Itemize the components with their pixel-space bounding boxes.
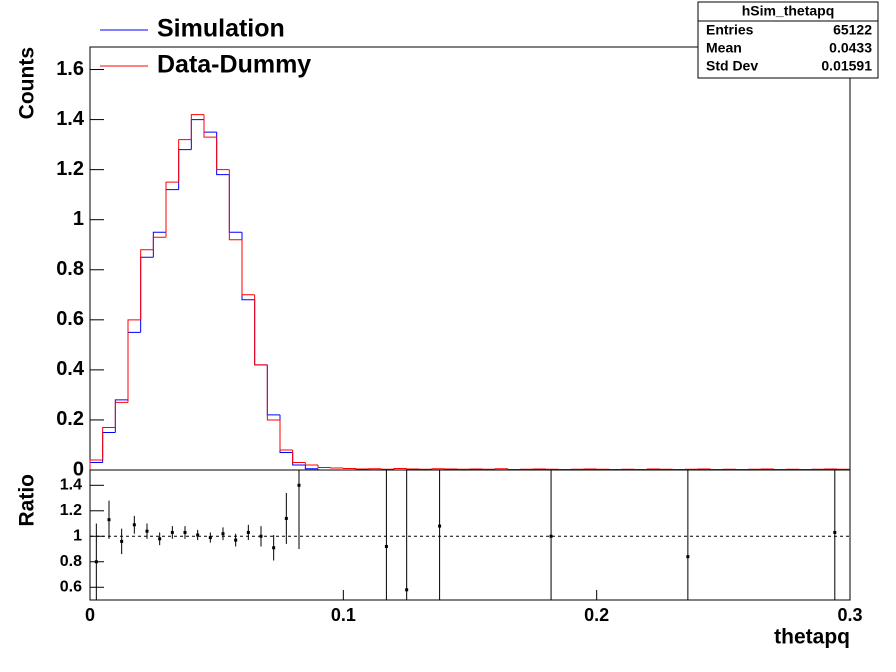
- histogram-bin: [330, 467, 344, 469]
- y-tick-label: 1.4: [60, 477, 82, 494]
- y-tick-label: 1: [73, 527, 82, 544]
- histogram-bin: [646, 468, 660, 470]
- histogram-bin: [773, 468, 787, 470]
- y-tick-label: 0.6: [60, 578, 82, 595]
- legend-label: Data-Dummy: [157, 51, 311, 79]
- stats-title: hSim_thetapq: [742, 3, 835, 19]
- y-tick-label: 0.4: [56, 358, 85, 380]
- y-tick-label: 0.6: [56, 308, 84, 330]
- points: [94, 470, 837, 600]
- point: [246, 530, 250, 534]
- stats-key: Mean: [706, 40, 742, 56]
- histogram-bin: [203, 114, 217, 138]
- y-tick-label: 1: [73, 208, 84, 230]
- histogram-bin: [241, 239, 255, 296]
- histogram-bin: [254, 294, 268, 366]
- y-tick-label: 1.2: [56, 158, 84, 180]
- histogram-bin: [228, 169, 242, 241]
- histogram-bin: [152, 236, 166, 250]
- point: [234, 538, 238, 542]
- histogram-bin: [127, 319, 141, 403]
- stats-value: 0.01591: [821, 58, 872, 74]
- point: [284, 516, 288, 520]
- histogram-bin: [292, 449, 306, 463]
- stats-key: Std Dev: [706, 58, 758, 74]
- x-tick-label: 0.1: [331, 605, 356, 625]
- point: [833, 530, 837, 534]
- x-tick-label: 0.3: [837, 605, 862, 625]
- legend-label: Simulation: [157, 15, 285, 43]
- x-tick-label: 0.2: [584, 605, 609, 625]
- x-axis-title: thetapq: [774, 626, 850, 649]
- y-tick-label: 1.2: [60, 502, 82, 519]
- point: [272, 546, 276, 550]
- point: [120, 539, 124, 543]
- point: [549, 534, 553, 538]
- histogram-bin: [406, 468, 420, 470]
- point: [221, 532, 225, 536]
- histogram-bin: [355, 468, 369, 470]
- histogram-bin: [102, 426, 116, 460]
- stats-key: Entries: [706, 22, 754, 38]
- histogram-bin: [140, 249, 154, 320]
- point: [196, 533, 200, 537]
- point: [405, 588, 409, 592]
- frame: [89, 469, 851, 601]
- point: [183, 530, 187, 534]
- y-tick-label: 0.8: [60, 553, 82, 570]
- histogram-bin: [317, 464, 331, 468]
- histogram-bin: [216, 137, 230, 171]
- stats-value: 65122: [833, 22, 872, 38]
- point: [438, 524, 442, 528]
- point: [158, 537, 162, 541]
- y-axis-title: Counts: [16, 47, 39, 119]
- stats-value: 0.0433: [829, 40, 872, 56]
- histogram-bin: [279, 419, 293, 451]
- histogram-bin: [431, 468, 445, 470]
- point: [145, 529, 149, 533]
- histogram-bin: [266, 364, 280, 421]
- histogram-bin: [380, 468, 394, 470]
- histogram-bin: [178, 139, 192, 183]
- y-tick-label: 1.6: [56, 58, 84, 80]
- histogram-bin: [304, 464, 318, 470]
- x-tick-label: 0: [85, 605, 95, 625]
- histogram-bin: [494, 468, 508, 470]
- y-tick-label: 1.4: [56, 108, 85, 130]
- stats-box: [697, 1, 879, 79]
- histogram-bin: [165, 181, 179, 238]
- point: [208, 536, 212, 540]
- histogram-bin: [342, 467, 356, 469]
- y-axis-title: Ratio: [16, 474, 39, 527]
- point: [259, 534, 263, 538]
- point: [107, 518, 111, 522]
- histogram-bin: [114, 401, 128, 428]
- histogram-bin: [393, 467, 407, 470]
- y-tick-label: 0: [73, 458, 84, 480]
- y-tick-label: 0.2: [56, 408, 84, 430]
- point: [94, 560, 98, 564]
- histogram-bin: [507, 468, 521, 470]
- point: [132, 523, 136, 527]
- point: [170, 530, 174, 534]
- point: [297, 483, 301, 487]
- y-tick-label: 0.8: [56, 258, 84, 280]
- point: [686, 555, 690, 559]
- histogram-bin: [304, 462, 318, 466]
- histogram-bin: [89, 459, 103, 470]
- point: [384, 544, 388, 548]
- histogram-bin: [190, 114, 204, 140]
- histogram-bin: [710, 468, 724, 470]
